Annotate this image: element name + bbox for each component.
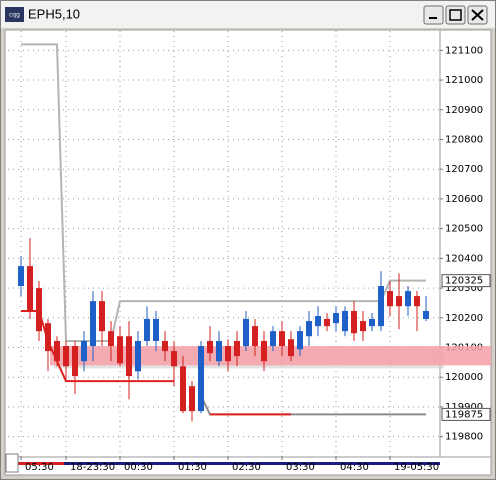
y-tick-label: 120700 bbox=[445, 164, 483, 175]
x-tick-label: 04:30 bbox=[340, 462, 369, 473]
candle-body bbox=[18, 266, 24, 286]
candle-body bbox=[108, 331, 114, 347]
candle-body bbox=[162, 340, 168, 352]
candle-body bbox=[351, 310, 357, 334]
price-marker-label: 119875 bbox=[445, 409, 483, 420]
candle-body bbox=[414, 296, 420, 307]
x-tick-label: 03:30 bbox=[286, 462, 315, 473]
close-icon bbox=[471, 9, 484, 21]
y-tick-label: 119900 bbox=[445, 402, 483, 413]
candle-body bbox=[423, 310, 429, 319]
candle-body bbox=[405, 291, 411, 307]
plot: 1198001199001200001201001202001203001204… bbox=[8, 31, 491, 473]
price-marker-box bbox=[441, 274, 491, 288]
minimize-icon bbox=[429, 17, 437, 19]
candle-body bbox=[243, 318, 249, 347]
x-tick-label: 02:30 bbox=[232, 462, 261, 473]
x-tick-label: 00:30 bbox=[124, 462, 153, 473]
candle-body bbox=[297, 331, 303, 350]
y-tick-label: 120200 bbox=[445, 313, 483, 324]
candle-body bbox=[198, 346, 204, 412]
candle-body bbox=[153, 318, 159, 341]
minimize-button[interactable] bbox=[423, 5, 444, 25]
session-bar bbox=[16, 462, 64, 465]
candle-body bbox=[324, 318, 330, 327]
candle-body bbox=[378, 286, 384, 327]
app-icon bbox=[5, 7, 24, 22]
y-tick-label: 120500 bbox=[445, 224, 483, 235]
chart-title: EPH5,10 bbox=[28, 6, 80, 21]
candle-body bbox=[99, 301, 105, 332]
x-tick-label: 01:30 bbox=[178, 462, 207, 473]
candle-body bbox=[126, 336, 132, 377]
y-tick-label: 120600 bbox=[445, 194, 483, 205]
y-tick-label: 121100 bbox=[445, 45, 483, 56]
price-marker-label: 120325 bbox=[445, 276, 483, 287]
window-buttons[interactable] bbox=[423, 5, 488, 25]
candle-body bbox=[27, 266, 33, 311]
maximize-icon bbox=[449, 9, 462, 21]
candle-body bbox=[72, 346, 78, 377]
candle-body bbox=[207, 340, 213, 354]
candle-body bbox=[90, 301, 96, 347]
candle-body bbox=[360, 321, 366, 332]
candle-body bbox=[135, 340, 141, 372]
y-tick-label: 119800 bbox=[445, 432, 483, 443]
candle-body bbox=[261, 340, 267, 362]
candle-body bbox=[36, 288, 42, 332]
candle-body bbox=[387, 291, 393, 307]
y-tick-label: 120300 bbox=[445, 283, 483, 294]
candle-body bbox=[117, 336, 123, 364]
candle-body bbox=[234, 340, 240, 357]
y-tick-label: 120900 bbox=[445, 105, 483, 116]
candle-body bbox=[315, 316, 321, 327]
candle-body bbox=[216, 340, 222, 362]
maximize-button[interactable] bbox=[445, 5, 466, 25]
candle-body bbox=[180, 366, 186, 412]
y-tick-label: 120400 bbox=[445, 253, 483, 264]
title-bar bbox=[1, 1, 495, 28]
candle-body bbox=[189, 386, 195, 412]
session-bar bbox=[64, 462, 440, 465]
candle-body bbox=[225, 346, 231, 362]
scroll-box[interactable] bbox=[5, 453, 19, 473]
app-icon-text: cqg bbox=[9, 12, 20, 19]
candle-body bbox=[54, 340, 60, 362]
y-tick-label: 120000 bbox=[445, 372, 483, 383]
candle-body bbox=[333, 313, 339, 324]
candle-body bbox=[144, 318, 150, 341]
candle-body bbox=[45, 323, 51, 352]
candle-body bbox=[63, 346, 69, 367]
x-tick-label: 19-05:30 bbox=[394, 462, 439, 473]
chart-area bbox=[4, 29, 492, 476]
candle-body bbox=[270, 331, 276, 347]
candle-body bbox=[396, 296, 402, 307]
price-marker-box bbox=[441, 407, 491, 421]
candle-body bbox=[171, 351, 177, 367]
x-tick-label: 18-23:30 bbox=[70, 462, 115, 473]
support-zone bbox=[50, 346, 491, 366]
candle-body bbox=[369, 318, 375, 327]
candle-body bbox=[252, 326, 258, 347]
y-tick-label: 120800 bbox=[445, 134, 483, 145]
candle-body bbox=[81, 340, 87, 362]
y-tick-label: 121000 bbox=[445, 75, 483, 86]
x-tick-label: 05:30 bbox=[25, 462, 54, 473]
indicator-line bbox=[21, 43, 426, 342]
candle-body bbox=[288, 339, 294, 357]
candle-body bbox=[306, 321, 312, 337]
candle-body bbox=[279, 331, 285, 347]
candle-body bbox=[342, 310, 348, 332]
